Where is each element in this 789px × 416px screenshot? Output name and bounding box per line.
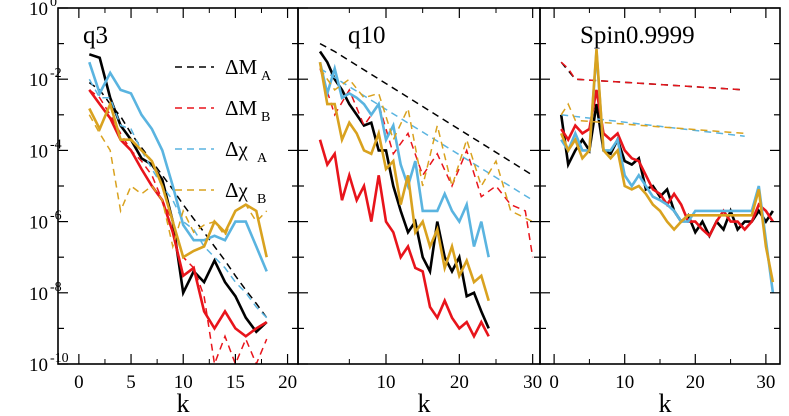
panel-title: q3: [83, 22, 108, 49]
panel-title: Spin0.9999: [580, 22, 695, 49]
panel-spin0.9999: 0 10 20 30 Spin0.9999 k: [539, 7, 781, 416]
x-axis-label: k: [659, 389, 672, 416]
y-tick-label: 10: [29, 0, 48, 20]
y-tick-exponent: -10: [50, 351, 69, 366]
legend-entry-dchi-a: Δχ A: [175, 137, 268, 166]
y-tick-exponent: 0: [50, 0, 57, 10]
series-line-dchi-b-dashed: [319, 68, 534, 223]
series-line-dm-a-dashed: [319, 42, 534, 176]
series-line-dm-a-solid: [559, 103, 774, 239]
y-tick-label: 10: [29, 70, 48, 91]
series-group: [88, 53, 268, 364]
y-tick-exponent: -8: [50, 280, 62, 295]
legend-label: Δχ: [225, 137, 249, 161]
legend-entry-dm-a: ΔM A: [175, 55, 272, 84]
legend-subscript: B: [261, 110, 270, 125]
panel-q3: 0 5 10 15 20 q3 k: [57, 7, 299, 416]
legend-label: ΔM: [225, 55, 258, 79]
series-line-dm-a-solid: [318, 50, 490, 329]
x-tick-label: 20: [450, 372, 469, 393]
series-group: [318, 42, 534, 340]
y-tick-label: 10: [29, 355, 48, 376]
y-tick-exponent: -6: [50, 209, 62, 224]
series-line-dm-b-dashed: [319, 68, 534, 258]
x-tick-label: 15: [226, 372, 245, 393]
x-tick-label: 20: [278, 372, 297, 393]
series-line-dm-b-dashed: [560, 61, 745, 91]
x-axis-label: k: [177, 389, 190, 416]
x-axis-label: k: [418, 389, 431, 416]
series-group: [559, 49, 775, 293]
legend-entry-dchi-b: Δχ B: [175, 178, 266, 207]
x-tick-label: 0: [549, 372, 559, 393]
x-tick-label: 10: [174, 372, 193, 393]
y-tick-exponent: -2: [50, 66, 62, 81]
legend-subscript: A: [257, 151, 268, 166]
x-tick-label: 0: [74, 372, 84, 393]
series-line-dchi-b-solid: [559, 49, 775, 283]
x-tick-label: 10: [377, 372, 396, 393]
series-line-dchi-a-solid: [318, 61, 490, 258]
series-line-dm-a-dashed: [88, 81, 268, 319]
series-line-dm-b-solid: [318, 139, 490, 340]
x-tick-label: 30: [523, 372, 542, 393]
legend-label: ΔM: [225, 96, 258, 120]
y-tick-label: 10: [29, 213, 48, 234]
x-tick-label: 20: [686, 372, 705, 393]
series-line-dchi-b-dashed: [560, 102, 745, 135]
series-line-dm-a-dashed: [560, 61, 745, 91]
x-tick-label: 10: [615, 372, 634, 393]
legend-label: Δχ: [225, 178, 249, 202]
x-tick-label: 30: [756, 372, 775, 393]
legend-subscript: B: [257, 192, 266, 207]
x-tick-label: 5: [126, 372, 136, 393]
y-tick-exponent: -4: [50, 137, 62, 152]
y-tick-label: 10: [29, 284, 48, 305]
y-tick-label: 10: [29, 141, 48, 162]
series-line-dchi-a-dashed: [319, 67, 534, 201]
panel-frame: [539, 7, 781, 365]
series-line-dchi-b-solid: [318, 61, 490, 302]
panel-q10: 10 20 30 q10 k: [297, 7, 542, 416]
legend: ΔM AΔM BΔχ AΔχ B: [175, 55, 272, 207]
panel-frame: [57, 7, 299, 365]
series-line-dchi-b-dashed: [88, 114, 268, 250]
panel-title: q10: [348, 22, 386, 49]
legend-subscript: A: [261, 69, 272, 84]
series-line-dchi-a-solid: [88, 61, 268, 272]
legend-entry-dm-b: ΔM B: [175, 96, 270, 125]
